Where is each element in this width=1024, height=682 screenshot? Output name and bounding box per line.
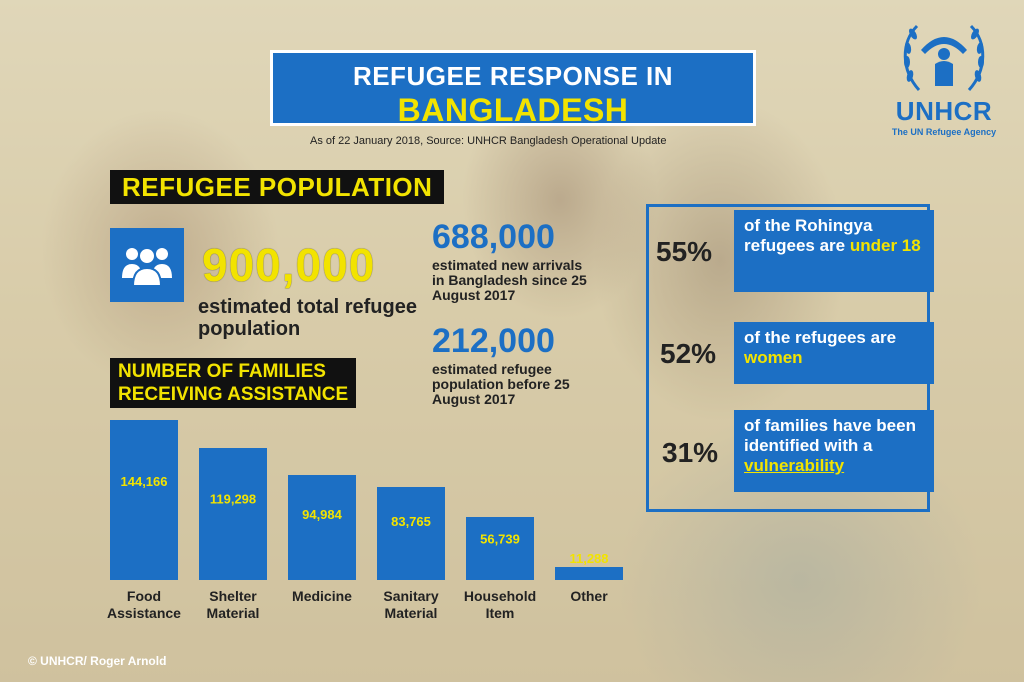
bar-4 <box>466 517 534 580</box>
bar-5 <box>555 567 623 580</box>
section-title-families: NUMBER OF FAMILIES RECEIVING ASSISTANCE <box>110 358 357 408</box>
bar-2 <box>288 475 356 580</box>
section-title-population: REFUGEE POPULATION <box>110 170 445 204</box>
section-title-families-line2: RECEIVING ASSISTANCE <box>118 384 349 405</box>
fact-pct-vulnerability: 31% <box>662 437 719 468</box>
bar-value-label-2: 94,984 <box>302 507 343 522</box>
pre-august-value: 212,000 <box>432 322 555 360</box>
bar-value-label-5: 11,288 <box>569 551 608 566</box>
fact-pct-under18: 55% <box>656 236 713 267</box>
title-line1: REFUGEE RESPONSE IN <box>352 61 674 91</box>
title-line2: BANGLADESH <box>397 92 629 128</box>
total-population-label: estimated total refugee population <box>198 296 417 340</box>
unhcr-logo: UNHCR The UN Refugee Agency <box>884 20 1004 137</box>
bar-value-label-0: 144,166 <box>121 474 168 489</box>
category-label-3-0: Sanitary <box>383 588 438 604</box>
bar-3 <box>377 487 445 580</box>
logo-name: UNHCR <box>895 96 993 126</box>
fact-text-under18: of the Rohingya refugees are <box>744 216 873 255</box>
category-label-3-1: Material <box>385 605 438 621</box>
category-label-5-0: Other <box>570 588 608 604</box>
bar-value-label-4: 56,739 <box>480 531 520 546</box>
bar-value-label-1: 119,298 <box>210 491 256 506</box>
bar-value-label-3: 83,765 <box>391 514 431 529</box>
pre-august-label: estimated refugee population before 25 A… <box>432 361 570 407</box>
fact-text-women: of the refugees are <box>744 328 897 347</box>
people-group-icon <box>110 228 184 302</box>
category-label-0-1: Assistance <box>107 605 181 621</box>
new-arrivals-value: 688,000 <box>432 218 555 256</box>
logo-tagline: The UN Refugee Agency <box>891 127 997 137</box>
fact-pct-women: 52% <box>660 338 717 369</box>
source-note: As of 22 January 2018, Source: UNHCR Ban… <box>310 135 667 147</box>
category-label-4-1: Item <box>486 605 515 621</box>
category-label-1-1: Material <box>207 605 260 621</box>
fact-highlight-vulnerability: vulnerability <box>744 456 845 475</box>
title-banner: REFUGEE RESPONSE IN BANGLADESH <box>270 50 756 128</box>
bar-1 <box>199 448 267 580</box>
category-label-4-0: Household <box>464 588 536 604</box>
fact-text-vulnerability: of families have been identified with a <box>744 416 916 455</box>
category-label-1-0: Shelter <box>209 588 257 604</box>
fact-box-under18: of the Rohingya refugees are under 18 <box>734 210 934 292</box>
fact-highlight-under18: under 18 <box>849 236 921 255</box>
new-arrivals-label: estimated new arrivals in Bangladesh sin… <box>432 257 587 303</box>
category-label-2-0: Medicine <box>292 588 352 604</box>
fact-box-women: of the refugees are women <box>734 322 934 384</box>
total-population-value: 900,000 <box>202 239 376 291</box>
fact-box-vulnerability: of families have been identified with a … <box>734 410 934 492</box>
category-label-0-0: Food <box>127 588 161 604</box>
unhcr-emblem-icon <box>903 24 985 92</box>
fact-highlight-women: women <box>744 348 803 367</box>
bar-0 <box>110 420 178 580</box>
section-title-families-line1: NUMBER OF FAMILIES <box>118 361 326 382</box>
photo-credit: © UNHCR/ Roger Arnold <box>28 654 167 668</box>
